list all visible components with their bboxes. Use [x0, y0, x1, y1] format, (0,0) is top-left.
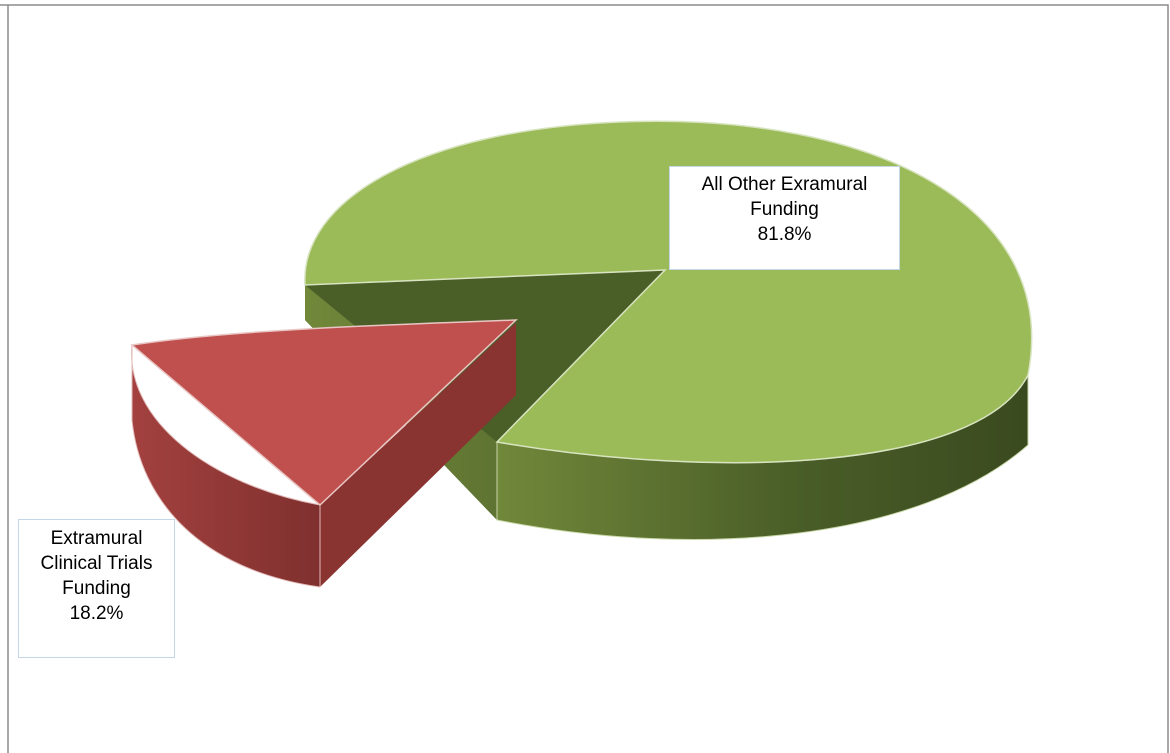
data-label-other-line-2: Funding [750, 199, 819, 220]
slice-side-trials-outer [131, 344, 321, 588]
chart-frame [0, 4, 1169, 753]
data-label-trials-percent: 18.2% [69, 603, 124, 624]
slice-side-trials-inner [320, 323, 516, 587]
data-label-other-line-1: All Other Exramural [701, 174, 868, 195]
data-label-trials-line-1: Extramural [50, 528, 143, 549]
data-label-other-funding: All Other Exramural Funding 81.8% [669, 166, 900, 270]
data-label-clinical-trials: Extramural Clinical Trials Funding 18.2% [18, 519, 175, 658]
slice-top-trials [130, 319, 518, 507]
data-label-other-percent: 81.8% [757, 224, 812, 245]
data-label-trials-line-3: Funding [62, 578, 131, 599]
data-label-trials-line-2: Clinical Trials [40, 553, 153, 574]
